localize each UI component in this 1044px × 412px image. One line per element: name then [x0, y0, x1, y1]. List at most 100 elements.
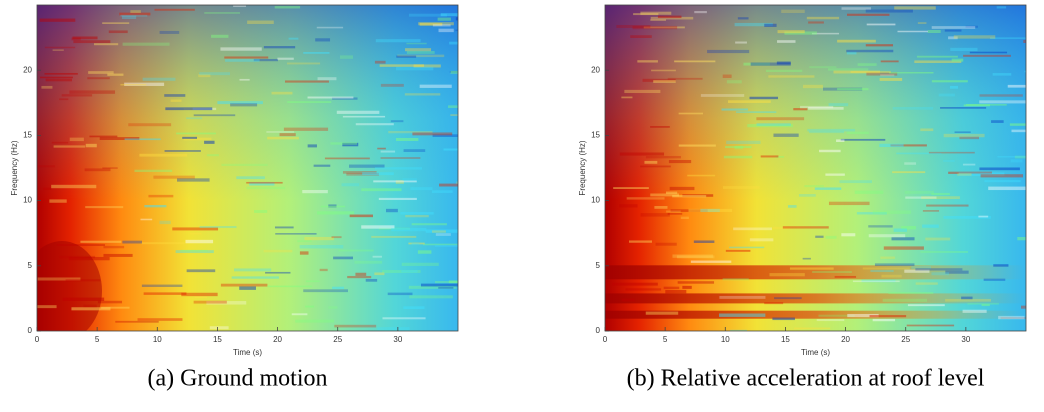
heat-streak	[613, 187, 649, 189]
heat-streak	[291, 313, 308, 316]
heat-streak	[644, 160, 658, 164]
y-axis-label: Frequency (Hz)	[578, 140, 587, 195]
heat-streak	[401, 270, 418, 273]
heat-streak	[354, 260, 383, 264]
heat-streak	[144, 205, 167, 208]
heat-streak	[798, 194, 816, 197]
heat-streak	[403, 149, 426, 152]
heat-streak	[402, 178, 417, 181]
heat-streak	[868, 234, 906, 238]
x-tick-label: 30	[393, 335, 402, 344]
heat-streak	[966, 104, 1007, 106]
x-tick-label: 25	[901, 335, 910, 344]
heat-streak	[176, 132, 216, 135]
heat-streak	[749, 96, 779, 100]
heat-streak	[209, 326, 229, 330]
heat-streak	[220, 283, 268, 287]
heat-streak	[788, 205, 797, 208]
heat-streak	[307, 96, 354, 99]
heat-band	[605, 310, 1026, 319]
heat-streak	[776, 61, 791, 65]
heat-streak	[247, 20, 274, 24]
heat-streak	[808, 107, 844, 110]
heat-streak	[802, 84, 823, 89]
heat-streak	[288, 37, 299, 40]
heat-streak	[102, 22, 130, 24]
heat-streak	[172, 227, 219, 231]
heat-streak	[119, 12, 151, 16]
heat-streak	[657, 15, 682, 19]
heat-streak	[819, 149, 841, 153]
axes-box	[604, 4, 1027, 332]
heat-streak	[413, 64, 441, 68]
heat-streak	[204, 12, 240, 14]
heat-streak	[236, 176, 265, 180]
heat-streak	[189, 232, 202, 235]
heat-streak	[678, 112, 703, 115]
heat-streak	[769, 273, 805, 277]
heat-streak	[53, 145, 86, 148]
y-tick-label: 20	[591, 65, 600, 74]
heat-streak	[302, 189, 328, 194]
heat-streak	[265, 271, 291, 274]
heat-streak	[231, 276, 279, 279]
heat-streak	[271, 91, 293, 95]
heat-streak	[1024, 70, 1026, 73]
heat-band	[605, 293, 1026, 304]
heat-streak	[59, 98, 69, 101]
heat-streak	[73, 40, 111, 44]
heat-streak	[775, 155, 785, 158]
heat-streak	[872, 210, 911, 214]
heat-streak	[872, 318, 896, 322]
heat-streak	[142, 77, 176, 81]
heat-streak	[764, 23, 777, 27]
heat-streak	[672, 195, 707, 198]
heat-streak	[121, 15, 137, 20]
heat-streak	[303, 289, 348, 293]
heat-streak	[434, 245, 458, 247]
heat-streak	[80, 240, 122, 243]
heat-streak	[667, 213, 683, 215]
heat-streak	[377, 327, 410, 331]
y-tick-label: 10	[591, 196, 600, 205]
heat-streak	[211, 34, 229, 38]
heat-streak	[926, 204, 969, 207]
heat-streak	[901, 226, 916, 230]
heat-streak	[774, 297, 802, 300]
heat-streak	[828, 201, 870, 206]
heat-streak	[1023, 39, 1026, 44]
heat-streak	[962, 163, 976, 166]
heat-streak	[800, 105, 834, 109]
heat-streak	[198, 74, 211, 78]
heat-streak	[694, 11, 707, 14]
heat-streak	[287, 62, 321, 65]
heat-streak	[411, 223, 447, 226]
heat-streak	[1011, 129, 1026, 133]
heat-streak	[355, 272, 367, 276]
heat-streak	[865, 44, 894, 47]
heat-streak	[846, 51, 857, 55]
heat-streak	[408, 242, 425, 245]
heat-streak	[338, 249, 374, 252]
heat-streak	[274, 226, 294, 229]
heat-streak	[443, 148, 458, 151]
spectrogram	[605, 5, 1026, 331]
heat-streak	[811, 32, 840, 35]
heat-streak	[185, 239, 214, 244]
heat-blob	[37, 241, 102, 331]
heat-streak	[693, 240, 715, 243]
heat-streak	[408, 13, 447, 17]
heat-streak	[408, 285, 457, 289]
heat-streak	[736, 111, 777, 113]
heat-streak	[931, 26, 976, 29]
heat-streak	[438, 28, 454, 33]
heat-streak	[730, 329, 748, 331]
heat-streak	[846, 131, 870, 135]
heat-streak	[410, 187, 433, 191]
heat-streak	[998, 315, 1025, 320]
heat-streak	[837, 39, 876, 43]
heat-streak	[159, 30, 180, 34]
heat-streak	[726, 80, 742, 84]
heat-streak	[841, 233, 856, 237]
heat-streak	[72, 36, 98, 40]
